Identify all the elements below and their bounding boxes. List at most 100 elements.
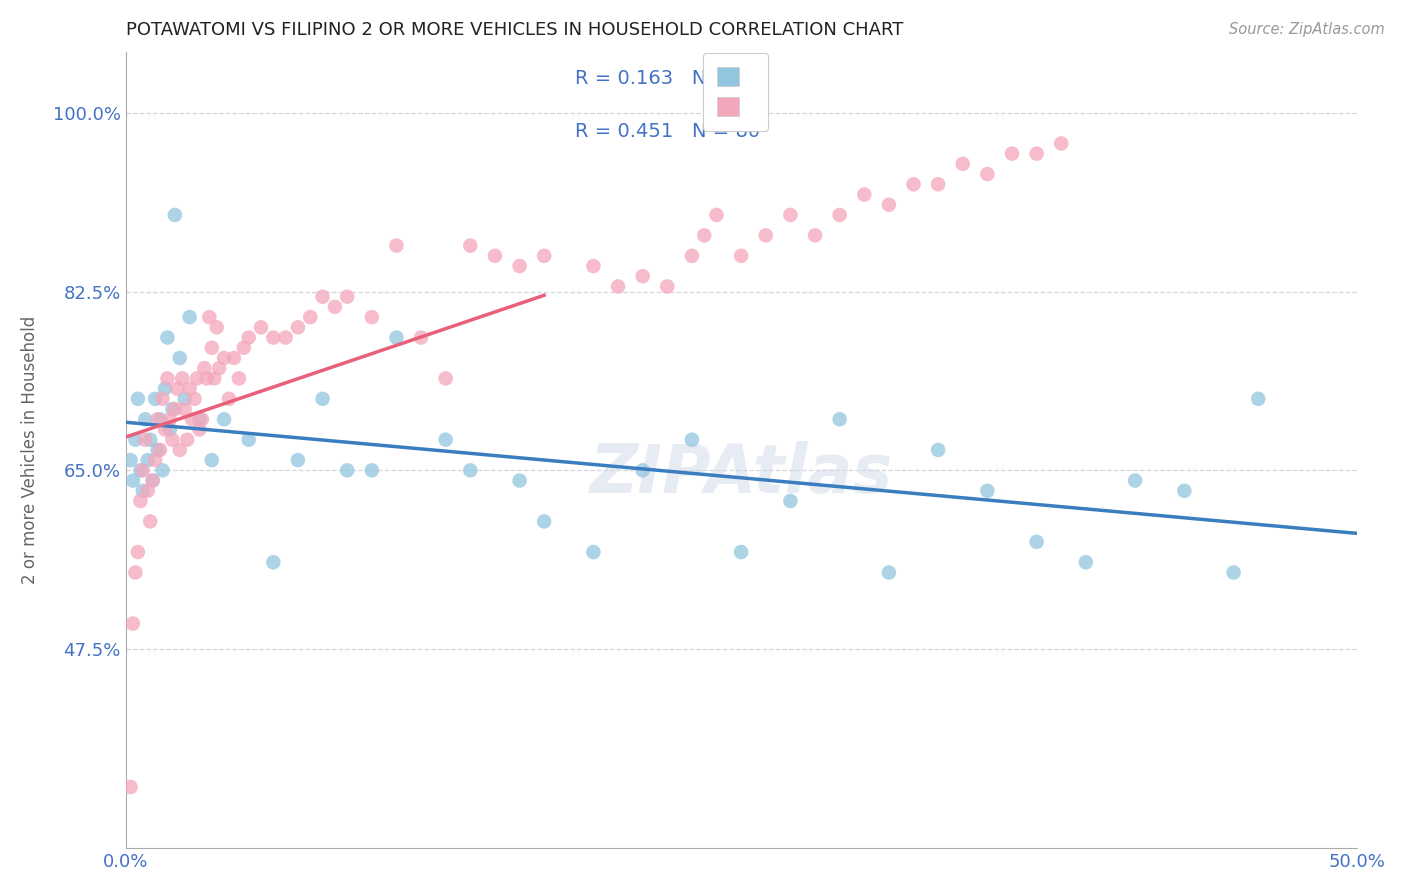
Point <box>132 463 155 477</box>
Point <box>142 474 165 488</box>
Point <box>730 545 752 559</box>
Y-axis label: 2 or more Vehicles in Household: 2 or more Vehicles in Household <box>21 316 39 584</box>
Point <box>139 515 162 529</box>
Point <box>730 249 752 263</box>
Point <box>274 330 297 344</box>
Point <box>146 442 169 457</box>
Point <box>804 228 827 243</box>
Point <box>976 167 998 181</box>
Point <box>152 463 174 477</box>
Point <box>681 433 703 447</box>
Point <box>533 515 555 529</box>
Point <box>631 269 654 284</box>
Point <box>706 208 728 222</box>
Text: Source: ZipAtlas.com: Source: ZipAtlas.com <box>1229 22 1385 37</box>
Point <box>143 453 166 467</box>
Point <box>1050 136 1073 151</box>
Point <box>238 330 260 344</box>
Point <box>163 208 186 222</box>
Point <box>434 433 457 447</box>
Point <box>458 238 481 252</box>
Point <box>205 320 228 334</box>
Point <box>693 228 716 243</box>
Point <box>198 310 221 324</box>
Point <box>173 402 195 417</box>
Point <box>877 566 900 580</box>
Point <box>152 392 174 406</box>
Point <box>323 300 346 314</box>
Point <box>124 433 146 447</box>
Point <box>681 249 703 263</box>
Point <box>156 371 179 385</box>
Point <box>853 187 876 202</box>
Point <box>458 463 481 477</box>
Point <box>509 474 531 488</box>
Point <box>129 494 152 508</box>
Point <box>162 402 184 417</box>
Point <box>179 382 201 396</box>
Point <box>156 330 179 344</box>
Point <box>122 474 145 488</box>
Point <box>136 453 159 467</box>
Point <box>262 555 284 569</box>
Point <box>755 228 778 243</box>
Point <box>159 422 181 436</box>
Point <box>149 412 172 426</box>
Point <box>232 341 254 355</box>
Point <box>173 392 195 406</box>
Point <box>533 249 555 263</box>
Point <box>903 178 925 192</box>
Text: R = 0.163   N = 51: R = 0.163 N = 51 <box>575 69 761 88</box>
Point <box>191 412 214 426</box>
Point <box>311 290 333 304</box>
Point <box>146 412 169 426</box>
Point <box>122 616 145 631</box>
Point <box>287 320 309 334</box>
Point <box>927 442 949 457</box>
Point <box>509 259 531 273</box>
Point <box>287 453 309 467</box>
Point <box>1074 555 1097 569</box>
Point <box>201 341 224 355</box>
Point <box>607 279 630 293</box>
Legend: , : , <box>703 53 768 131</box>
Point <box>631 463 654 477</box>
Point <box>129 463 152 477</box>
Point <box>779 208 801 222</box>
Point <box>195 371 218 385</box>
Point <box>1247 392 1270 406</box>
Point <box>262 330 284 344</box>
Point <box>828 208 851 222</box>
Point <box>1173 483 1195 498</box>
Point <box>163 402 186 417</box>
Point <box>132 483 155 498</box>
Point <box>201 453 224 467</box>
Point <box>134 412 156 426</box>
Point <box>385 238 408 252</box>
Point <box>179 310 201 324</box>
Text: ZIPAtlas: ZIPAtlas <box>589 441 893 507</box>
Point <box>1025 534 1047 549</box>
Point <box>952 157 974 171</box>
Point <box>238 433 260 447</box>
Point <box>134 433 156 447</box>
Point <box>143 392 166 406</box>
Point <box>172 371 194 385</box>
Point <box>120 453 142 467</box>
Point <box>1123 474 1146 488</box>
Point <box>169 442 191 457</box>
Point <box>409 330 432 344</box>
Point <box>208 361 231 376</box>
Point <box>828 412 851 426</box>
Point <box>124 566 146 580</box>
Point <box>311 392 333 406</box>
Point <box>582 545 605 559</box>
Point <box>657 279 679 293</box>
Point <box>779 494 801 508</box>
Point <box>299 310 322 324</box>
Point <box>212 351 235 365</box>
Point <box>181 412 204 426</box>
Point <box>1222 566 1244 580</box>
Point <box>186 371 208 385</box>
Point <box>385 330 408 344</box>
